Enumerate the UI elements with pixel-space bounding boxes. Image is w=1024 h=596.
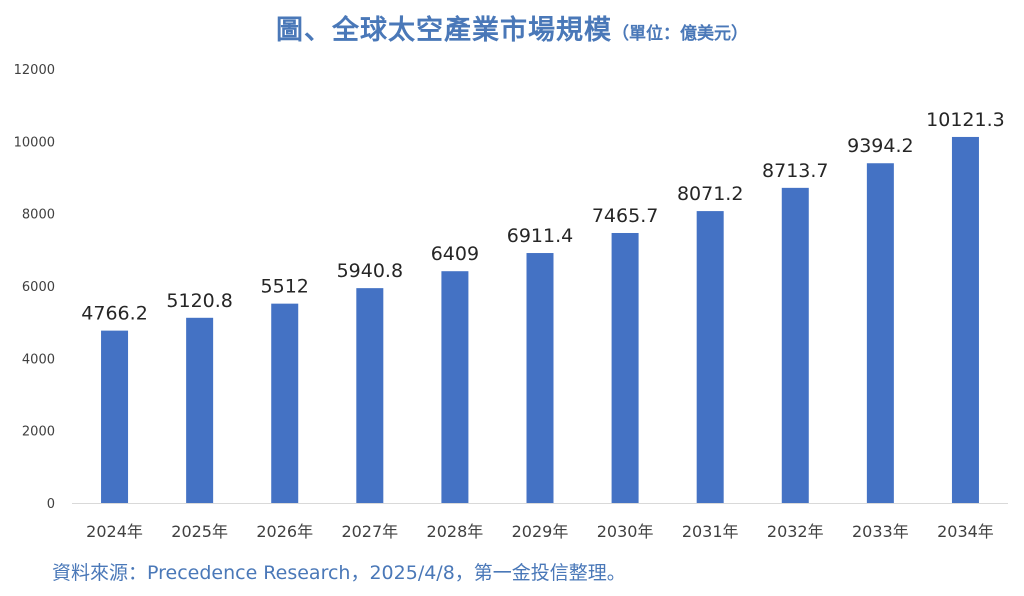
bar xyxy=(611,232,639,503)
bar xyxy=(951,136,979,503)
data-label: 7465.7 xyxy=(592,205,658,227)
bar xyxy=(866,163,894,503)
x-tick-label: 2024年 xyxy=(86,522,143,541)
y-tick-label: 12000 xyxy=(14,63,55,78)
x-axis-ticks: 2024年 2025年 2026年 2027年 2028年 2029年 2030年 2031年… xyxy=(86,522,994,541)
data-label: 5940.8 xyxy=(337,260,403,282)
value-labels: 4766.2 5120.8 5512 5940.8 6409 6911.4 7465.7 80… xyxy=(81,109,1004,325)
data-label: 8071.2 xyxy=(677,183,743,205)
x-tick-label: 2026年 xyxy=(256,522,313,541)
bar xyxy=(526,253,554,503)
data-label: 4766.2 xyxy=(81,303,147,325)
y-tick-label: 6000 xyxy=(22,280,55,295)
bar xyxy=(101,330,129,503)
data-label: 6409 xyxy=(431,243,479,265)
bar xyxy=(186,317,214,503)
x-tick-label: 2029年 xyxy=(512,522,569,541)
bar xyxy=(781,187,809,503)
bars xyxy=(101,136,979,503)
chart-title: 圖、全球太空產業市場規模 xyxy=(276,15,612,46)
x-tick-label: 2025年 xyxy=(171,522,228,541)
x-tick-label: 2028年 xyxy=(427,522,484,541)
chart-subtitle: （單位：億美元） xyxy=(612,24,748,44)
data-label: 9394.2 xyxy=(847,135,913,157)
data-label: 10121.3 xyxy=(926,109,1005,131)
x-tick-label: 2027年 xyxy=(341,522,398,541)
data-label: 8713.7 xyxy=(762,160,828,182)
x-tick-label: 2030年 xyxy=(597,522,654,541)
source-note: 資料來源：Precedence Research，2025/4/8，第一金投信整… xyxy=(52,562,626,584)
y-axis-ticks: 0 2000 4000 6000 8000 10000 12000 xyxy=(14,63,55,512)
data-label: 5120.8 xyxy=(166,290,232,312)
bar xyxy=(696,211,724,503)
x-tick-label: 2034年 xyxy=(937,522,994,541)
x-tick-label: 2032年 xyxy=(767,522,824,541)
bar xyxy=(441,271,469,503)
data-label: 5512 xyxy=(261,276,309,298)
x-tick-label: 2033年 xyxy=(852,522,909,541)
y-tick-label: 2000 xyxy=(22,425,55,440)
data-label: 6911.4 xyxy=(507,225,573,247)
chart-title-block: 圖、全球太空產業市場規模（單位：億美元） xyxy=(0,8,1024,47)
bar xyxy=(271,303,299,503)
y-tick-label: 8000 xyxy=(22,208,55,223)
bar xyxy=(356,288,384,503)
y-tick-label: 0 xyxy=(47,497,55,512)
x-tick-label: 2031年 xyxy=(682,522,739,541)
y-tick-label: 10000 xyxy=(14,135,55,150)
y-tick-label: 4000 xyxy=(22,352,55,367)
